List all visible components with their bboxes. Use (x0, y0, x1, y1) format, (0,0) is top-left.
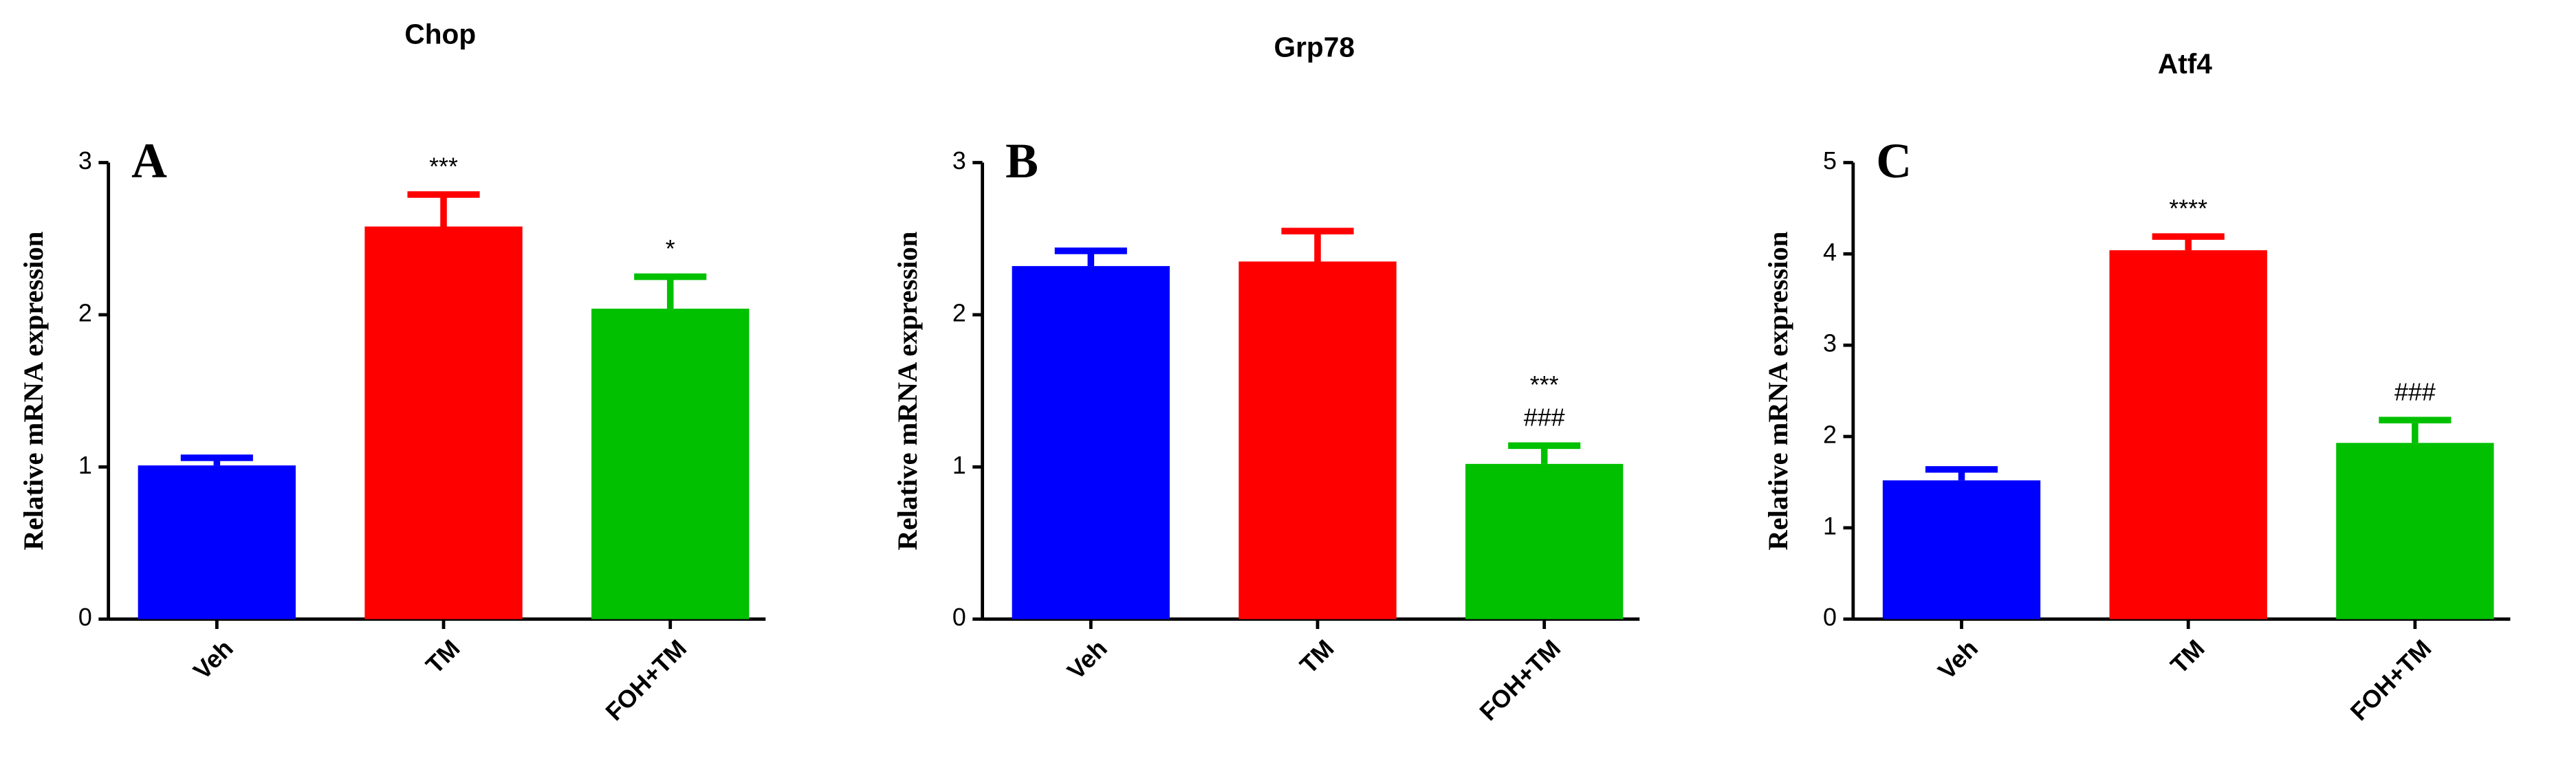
panel-letter: A (131, 133, 167, 188)
panel-letter: B (1005, 133, 1038, 188)
significance-label: * (666, 235, 675, 263)
y-tick-label: 1 (78, 452, 92, 479)
y-axis-label: Relative mRNA expression (1762, 232, 1793, 551)
y-tick-label: 0 (952, 604, 966, 631)
y-tick-label: 3 (952, 147, 966, 175)
y-tick-label: 3 (1823, 330, 1837, 357)
bar (1882, 480, 2041, 619)
significance-label: ### (1524, 404, 1565, 432)
y-tick-label: 0 (78, 604, 92, 631)
y-tick-label: 1 (952, 452, 966, 479)
x-tick-label: TM (2165, 634, 2210, 679)
y-tick-label: 1 (1823, 512, 1837, 540)
bar (1012, 266, 1170, 619)
x-tick-label: FOH+TM (1474, 634, 1566, 726)
y-tick-label: 0 (1823, 604, 1837, 631)
bar (2109, 250, 2267, 619)
y-axis-label: Relative mRNA expression (18, 232, 49, 551)
chart-title: Atf4 (2158, 47, 2212, 79)
y-tick-label: 3 (78, 147, 92, 175)
x-tick-label: TM (1295, 634, 1340, 679)
y-tick-label: 2 (78, 299, 92, 327)
x-tick-label: Veh (188, 634, 238, 685)
y-tick-label: 5 (1823, 147, 1837, 175)
chart-title: Grp78 (1274, 31, 1355, 63)
significance-label: *** (429, 153, 458, 180)
y-tick-label: 2 (952, 299, 966, 327)
bar (1465, 463, 1624, 619)
x-tick-label: TM (421, 634, 466, 679)
significance-label: *** (1530, 371, 1559, 399)
panel: Grp78 B Relative mRNA expression 0 1 2 3 Veh TM F… (892, 31, 1640, 726)
panel: Chop A Relative mRNA expression 0 1 2 3 Veh TM FO… (18, 18, 766, 726)
y-tick-label: 2 (1823, 421, 1837, 448)
significance-label: ### (2394, 378, 2436, 406)
x-tick-label: Veh (1933, 634, 1983, 685)
significance-label: **** (2169, 195, 2207, 222)
chart-title: Chop (404, 18, 476, 49)
x-tick-label: Veh (1062, 634, 1112, 685)
x-tick-label: FOH+TM (600, 634, 692, 726)
bar (2336, 443, 2494, 619)
y-axis-label: Relative mRNA expression (892, 232, 923, 551)
panel-letter: C (1876, 133, 1912, 188)
y-tick-label: 4 (1823, 239, 1837, 266)
panel: Atf4 C Relative mRNA expression 0 1 2 3 4 5 Veh TM… (1762, 47, 2511, 726)
bar (1238, 261, 1397, 619)
bar (591, 309, 750, 619)
x-tick-label: FOH+TM (2345, 634, 2436, 726)
bar (138, 465, 296, 619)
bar (364, 226, 523, 619)
